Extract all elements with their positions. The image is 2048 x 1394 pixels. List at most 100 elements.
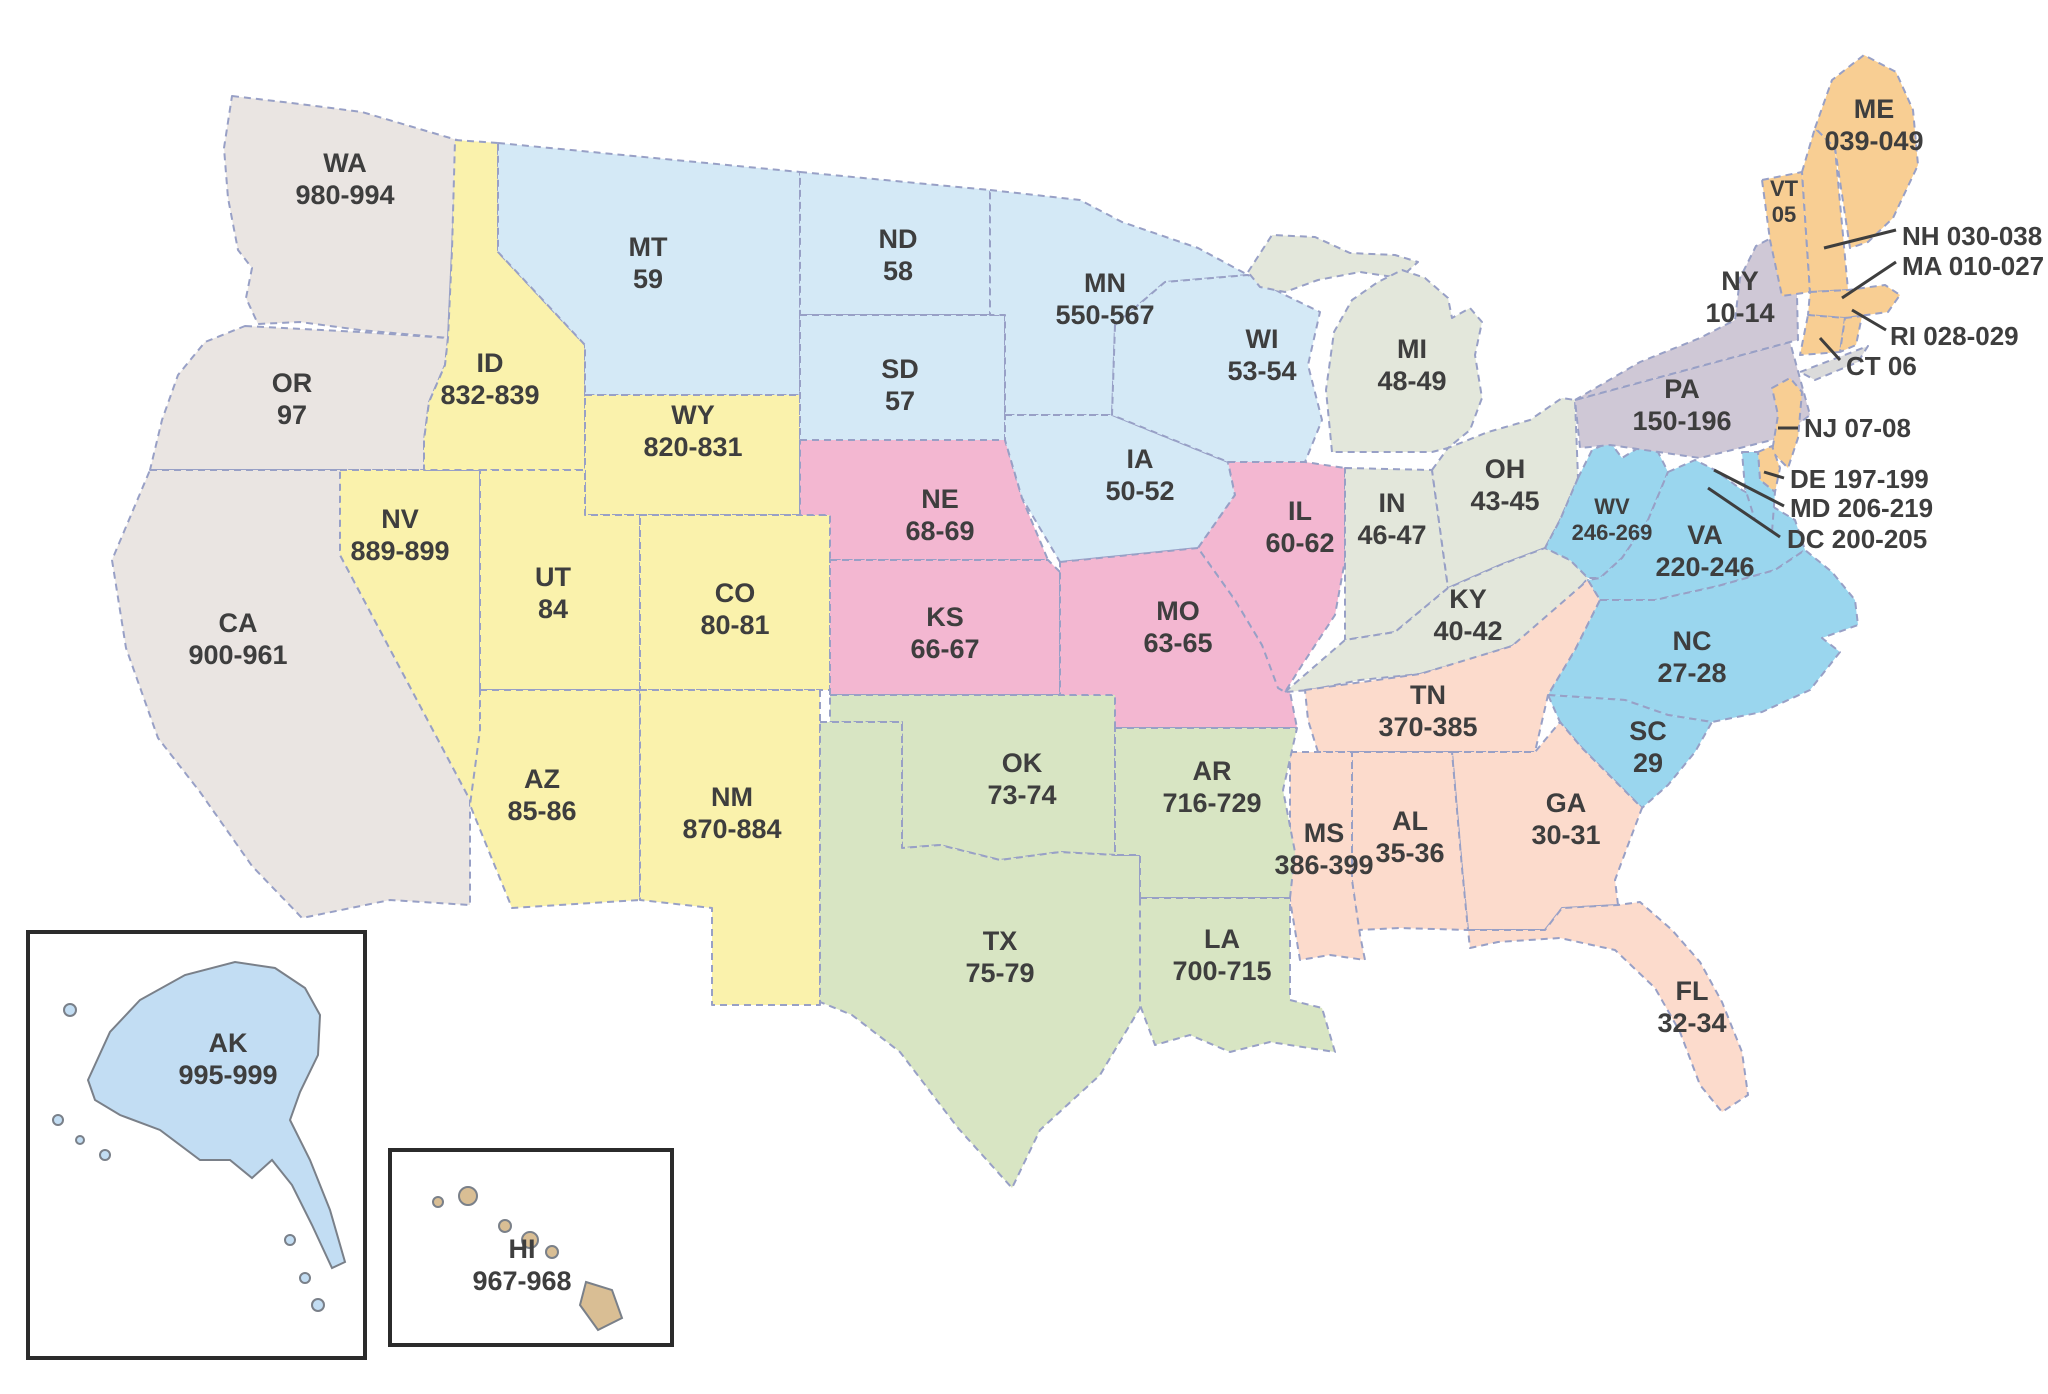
- label-me: ME 039-049: [1824, 94, 1923, 156]
- state-il: [1197, 461, 1346, 693]
- alaska-shape-7: [311, 1298, 325, 1312]
- state-pa: [1574, 341, 1811, 459]
- hawaii-shape-4: [545, 1245, 559, 1259]
- label-pa: PA 150-196: [1632, 374, 1731, 436]
- state-ne: [799, 439, 1049, 561]
- callout-line-ct: [1818, 336, 1842, 362]
- alaska-shape-6: [299, 1272, 311, 1284]
- alaska-shape-5: [284, 1234, 296, 1246]
- state-vt: [1761, 171, 1811, 297]
- label-oh: OH 43-45: [1470, 454, 1539, 516]
- callout-label-dc: DC 200-205: [1787, 524, 1927, 554]
- label-il: IL 60-62: [1265, 496, 1334, 558]
- callout-label-de: DE 197-199: [1790, 464, 1929, 494]
- label-ms: MS 386-399: [1274, 818, 1373, 880]
- label-mi: MI 48-49: [1377, 334, 1446, 396]
- callout-line-de: [1763, 470, 1785, 480]
- label-co: CO 80-81: [700, 578, 769, 640]
- alaska-shape-4: [99, 1149, 111, 1161]
- state-ny: [1574, 235, 1799, 401]
- hawaii-shape-5: [578, 1280, 624, 1332]
- label-nd: ND 58: [879, 224, 918, 286]
- label-in: IN 46-47: [1357, 488, 1426, 550]
- label-vt: VT 05: [1770, 176, 1799, 227]
- callout-label-nj: NJ 07-08: [1804, 413, 1911, 443]
- label-wa: WA 980-994: [295, 148, 394, 210]
- state-mi: [1325, 269, 1483, 453]
- callout-label-ma: MA 010-027: [1902, 251, 2044, 281]
- state-ma: [1807, 284, 1901, 319]
- state-long-island: [1799, 345, 1869, 381]
- callout-label-ri: RI 028-029: [1890, 321, 2019, 351]
- callout-line-nh: [1823, 228, 1897, 250]
- callout-line-dc: [1707, 486, 1781, 539]
- callout-line-ma: [1841, 260, 1897, 300]
- label-or: OR 97: [272, 368, 313, 430]
- label-id: ID 832-839: [440, 348, 539, 410]
- state-ms: [1289, 751, 1366, 961]
- label-hawaii: HI 967-968: [472, 1234, 571, 1296]
- state-al: [1351, 751, 1469, 931]
- alaska-shape-1: [63, 1003, 77, 1017]
- label-mn: MN 550-567: [1055, 268, 1154, 330]
- hawaii-shape-0: [432, 1196, 444, 1208]
- state-wa: [223, 95, 458, 339]
- state-tn: [1304, 579, 1601, 753]
- state-nh: [1801, 127, 1849, 293]
- state-ky: [1284, 547, 1589, 693]
- label-ky: KY 40-42: [1433, 584, 1502, 646]
- state-fl: [1467, 901, 1749, 1113]
- hawaii-shape-2: [498, 1219, 512, 1233]
- state-la: [1139, 897, 1336, 1053]
- label-ut: UT 84: [535, 562, 571, 624]
- label-va: VA 220-246: [1655, 520, 1754, 582]
- alaska-shape-3: [75, 1135, 85, 1145]
- label-ne: NE 68-69: [905, 484, 974, 546]
- label-tn: TN 370-385: [1378, 680, 1477, 742]
- alaska-shape-2: [52, 1114, 64, 1126]
- callout-label-ct: CT 06: [1846, 351, 1917, 381]
- state-ri: [1839, 315, 1863, 353]
- state-ct: [1799, 314, 1846, 356]
- label-ny: NY 10-14: [1705, 266, 1774, 328]
- label-ia: IA 50-52: [1105, 444, 1174, 506]
- label-wi: WI 53-54: [1227, 324, 1296, 386]
- callout-line-ri: [1851, 308, 1887, 332]
- state-me: [1814, 54, 1919, 249]
- state-nj: [1771, 377, 1803, 469]
- label-az: AZ 85-86: [507, 764, 576, 826]
- hawaii-shape-1: [458, 1186, 478, 1206]
- callout-line-md: [1713, 468, 1785, 508]
- label-ca: CA 900-961: [188, 608, 287, 670]
- label-sd: SD 57: [881, 354, 919, 416]
- state-tx: [819, 721, 1141, 1189]
- state-ca: [111, 469, 471, 919]
- label-tx: TX 75-79: [965, 926, 1034, 988]
- label-wy: WY 820-831: [643, 400, 742, 462]
- label-nm: NM 870-884: [682, 782, 781, 844]
- label-mo: MO 63-65: [1143, 596, 1212, 658]
- label-al: AL 35-36: [1375, 806, 1444, 868]
- callout-label-nh: NH 030-038: [1902, 221, 2042, 251]
- label-ga: GA 30-31: [1531, 788, 1600, 850]
- alaska-shape-0: [86, 960, 347, 1270]
- state-wi: [1111, 274, 1323, 463]
- state-mi-up: [1247, 234, 1419, 293]
- label-mt: MT 59: [629, 232, 668, 294]
- label-wv: WV 246-269: [1572, 494, 1653, 545]
- state-ga: [1451, 721, 1643, 931]
- label-nv: NV 889-899: [350, 504, 449, 566]
- label-la: LA 700-715: [1172, 924, 1271, 986]
- state-mn: [989, 189, 1249, 416]
- label-nc: NC 27-28: [1657, 626, 1726, 688]
- state-oh: [1431, 397, 1579, 589]
- callout-label-md: MD 206-219: [1790, 493, 1933, 523]
- state-nm: [639, 689, 821, 1006]
- state-or: [149, 325, 449, 471]
- label-alaska: AK 995-999: [178, 1028, 277, 1090]
- label-ok: OK 73-74: [987, 748, 1056, 810]
- label-fl: FL 32-34: [1657, 976, 1726, 1038]
- label-ks: KS 66-67: [910, 602, 979, 664]
